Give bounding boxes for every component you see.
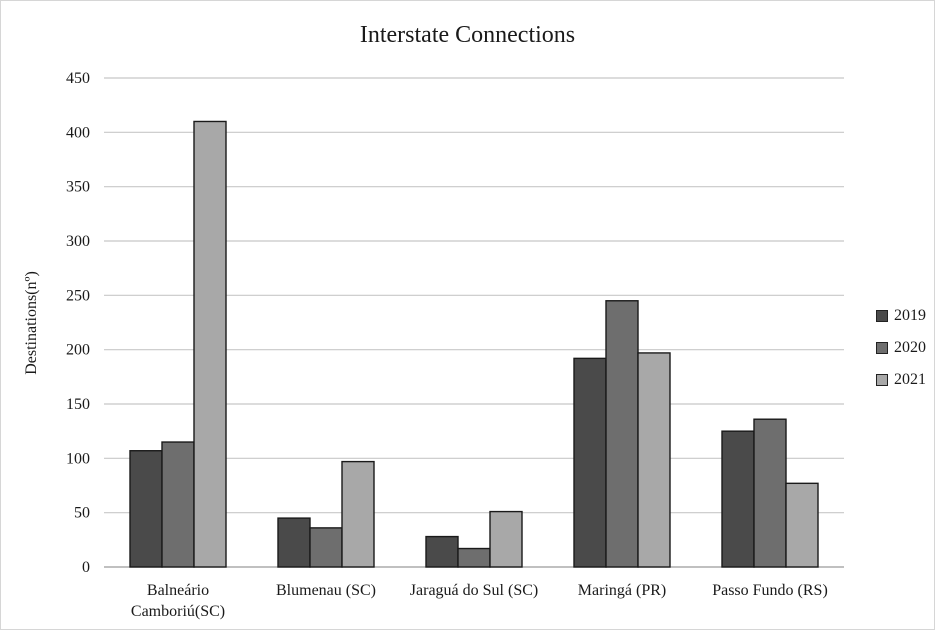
legend-label: 2019 <box>894 307 926 324</box>
x-tick-label: Maringá (PR) <box>578 582 666 599</box>
y-tick-label: 400 <box>66 124 90 141</box>
bar <box>605 300 639 568</box>
bar <box>341 460 375 568</box>
legend-swatch <box>876 310 888 322</box>
bar <box>721 430 755 568</box>
y-tick-label: 250 <box>66 287 90 304</box>
bar <box>161 441 195 568</box>
x-tick-label: Blumenau (SC) <box>276 582 376 599</box>
y-tick-label: 450 <box>66 70 90 87</box>
bar <box>637 352 671 568</box>
bar <box>309 527 343 568</box>
bar <box>489 510 523 568</box>
x-tick-label: Camboriú(SC) <box>131 603 225 620</box>
legend-label: 2020 <box>894 339 926 356</box>
legend-item: 2020 <box>876 332 926 364</box>
x-tick-label: Jaraguá do Sul (SC) <box>410 582 538 599</box>
bar <box>753 418 787 568</box>
x-tick-label: Passo Fundo (RS) <box>712 582 828 599</box>
legend-swatch <box>876 374 888 386</box>
y-tick-label: 100 <box>66 450 90 467</box>
bar <box>193 120 227 568</box>
bar <box>457 547 491 568</box>
legend-item: 2021 <box>876 364 926 396</box>
bar <box>277 517 311 568</box>
y-tick-label: 350 <box>66 179 90 196</box>
bar <box>573 357 607 568</box>
legend-swatch <box>876 342 888 354</box>
y-tick-label: 300 <box>66 233 90 250</box>
bar <box>129 450 163 568</box>
legend: 2019 2020 2021 <box>876 300 926 396</box>
chart-title: Interstate Connections <box>359 22 576 48</box>
bar <box>425 535 459 568</box>
legend-label: 2021 <box>894 371 926 388</box>
bar <box>785 482 819 568</box>
y-tick-label: 0 <box>82 559 90 576</box>
y-tick-label: 50 <box>74 505 90 522</box>
x-tick-label: Balneário <box>147 582 209 599</box>
y-tick-label: 150 <box>66 396 90 413</box>
y-tick-label: 200 <box>66 342 90 359</box>
legend-item: 2019 <box>876 300 926 332</box>
